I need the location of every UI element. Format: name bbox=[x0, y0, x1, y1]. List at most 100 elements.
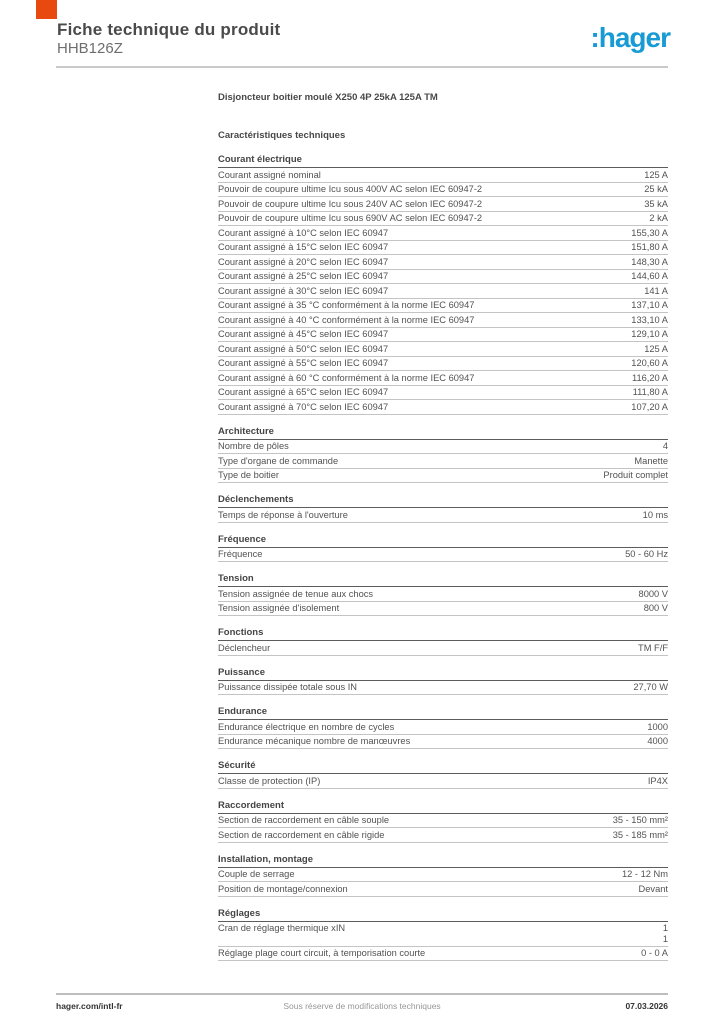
spec-value: 107,20 A bbox=[631, 401, 668, 412]
spec-section: Réglages Cran de réglage thermique xIN 1 … bbox=[218, 908, 668, 961]
spec-label: Courant assigné à 20°C selon IEC 60947 bbox=[218, 256, 389, 267]
spec-row: Pouvoir de coupure ultime Icu sous 400V … bbox=[218, 183, 668, 197]
spec-label: Endurance électrique en nombre de cycles bbox=[218, 721, 395, 732]
spec-label: Pouvoir de coupure ultime Icu sous 690V … bbox=[218, 213, 483, 223]
spec-label: Fréquence bbox=[218, 549, 263, 559]
spec-row: Type d'organe de commande Manette bbox=[218, 454, 668, 469]
spec-section: Architecture Nombre de pôles 4 Type d'orga… bbox=[218, 426, 668, 483]
datasheet-body: Disjoncteur boitier moulé X250 4P 25kA 1… bbox=[218, 92, 668, 961]
spec-row: Pouvoir de coupure ultime Icu sous 240V … bbox=[218, 197, 668, 212]
spec-label: Courant assigné à 60 °C conformément à l… bbox=[218, 372, 475, 383]
spec-label: Courant assigné nominal bbox=[218, 169, 321, 180]
spec-row: Classe de protection (IP) IP4X bbox=[218, 774, 668, 789]
section-title: Sécurité bbox=[218, 760, 668, 774]
section-title: Raccordement bbox=[218, 800, 668, 814]
spec-row: Courant assigné à 15°C selon IEC 60947 15… bbox=[218, 241, 668, 255]
section-title: Fonctions bbox=[218, 627, 668, 641]
spec-section: Courant électrique Courant assigné nomin… bbox=[218, 154, 668, 415]
spec-label: Courant assigné à 50°C selon IEC 60947 bbox=[218, 343, 389, 354]
spec-value: Devant bbox=[638, 883, 668, 894]
spec-row: Courant assigné à 25°C selon IEC 60947 14… bbox=[218, 270, 668, 284]
spec-value: 141 A bbox=[644, 285, 668, 296]
spec-row: Courant assigné à 65°C selon IEC 60947 11… bbox=[218, 386, 668, 400]
spec-row: Courant assigné à 30°C selon IEC 60947 14… bbox=[218, 284, 668, 299]
section-title: Réglages bbox=[218, 908, 668, 922]
spec-section: Tension Tension assignée de tenue aux ch… bbox=[218, 573, 668, 616]
spec-value: 4000 bbox=[647, 736, 668, 746]
spec-row: Puissance dissipée totale sous IN 27,70 W bbox=[218, 681, 668, 695]
spec-label: Courant assigné à 40 °C conformément à l… bbox=[218, 314, 475, 325]
spec-value: 35 - 150 mm² bbox=[612, 815, 668, 825]
spec-label: Tension assignée de tenue aux chocs bbox=[218, 588, 374, 599]
spec-value: 4 bbox=[662, 441, 668, 451]
spec-section: Fonctions Déclencheur TM F/F bbox=[218, 627, 668, 656]
spec-row: Endurance mécanique nombre de manœuvres 4… bbox=[218, 735, 668, 749]
section-rows: Couple de serrage 12 - 12 Nm Position de m… bbox=[218, 868, 668, 897]
spec-label: Réglage plage court circuit, à temporisa… bbox=[218, 948, 426, 958]
spec-label: Tension assignée d'isolement bbox=[218, 603, 340, 613]
section-title: Puissance bbox=[218, 667, 668, 681]
page-title: Fiche technique du produit bbox=[57, 20, 281, 39]
spec-label: Position de montage/connexion bbox=[218, 883, 348, 894]
spec-row: Fréquence 50 - 60 Hz bbox=[218, 548, 668, 562]
spec-row: Courant assigné à 35 °C conformément à l… bbox=[218, 299, 668, 313]
spec-sections: Courant électrique Courant assigné nomin… bbox=[218, 154, 668, 961]
section-rows: Déclencheur TM F/F bbox=[218, 641, 668, 656]
spec-row: Courant assigné à 20°C selon IEC 60947 14… bbox=[218, 255, 668, 270]
spec-value: 35 kA bbox=[644, 198, 668, 209]
spec-value: 137,10 A bbox=[631, 300, 668, 310]
spec-value: 125 A bbox=[644, 343, 668, 354]
spec-row: Nombre de pôles 4 bbox=[218, 440, 668, 454]
section-title: Architecture bbox=[218, 426, 668, 440]
spec-row: Cran de réglage thermique xIN 1 1 bbox=[218, 922, 668, 947]
spec-section: Fréquence Fréquence 50 - 60 Hz bbox=[218, 534, 668, 562]
spec-label: Type d'organe de commande bbox=[218, 455, 339, 466]
spec-row: Section de raccordement en câble souple 3… bbox=[218, 814, 668, 828]
spec-label: Courant assigné à 10°C selon IEC 60947 bbox=[218, 227, 389, 238]
characteristics-heading: Caractéristiques techniques bbox=[218, 130, 346, 141]
spec-value: Produit complet bbox=[603, 470, 668, 480]
spec-value: 133,10 A bbox=[631, 314, 668, 325]
product-reference: HHB126Z bbox=[57, 40, 123, 57]
spec-row: Temps de réponse à l'ouverture 10 ms bbox=[218, 508, 668, 523]
section-rows: Courant assigné nominal 125 A Pouvoir de c… bbox=[218, 168, 668, 415]
spec-value: TM F/F bbox=[638, 642, 668, 653]
spec-value: 50 - 60 Hz bbox=[625, 549, 668, 559]
spec-label: Pouvoir de coupure ultime Icu sous 240V … bbox=[218, 198, 483, 209]
spec-row: Position de montage/connexion Devant bbox=[218, 882, 668, 897]
section-rows: Puissance dissipée totale sous IN 27,70 W bbox=[218, 681, 668, 695]
spec-row: Courant assigné à 40 °C conformément à l… bbox=[218, 313, 668, 328]
section-rows: Temps de réponse à l'ouverture 10 ms bbox=[218, 508, 668, 523]
spec-label: Classe de protection (IP) bbox=[218, 775, 321, 786]
spec-row: Couple de serrage 12 - 12 Nm bbox=[218, 868, 668, 882]
section-rows: Cran de réglage thermique xIN 1 1 Réglage … bbox=[218, 922, 668, 961]
spec-label: Section de raccordement en câble souple bbox=[218, 815, 390, 825]
spec-row: Pouvoir de coupure ultime Icu sous 690V … bbox=[218, 212, 668, 226]
spec-value: 116,20 A bbox=[631, 372, 668, 383]
section-rows: Classe de protection (IP) IP4X bbox=[218, 774, 668, 789]
hager-logo: :hager bbox=[590, 22, 671, 53]
spec-label: Déclencheur bbox=[218, 642, 271, 653]
footer-website: hager.com/intl-fr bbox=[56, 1001, 123, 1011]
spec-value: 1 1 bbox=[662, 923, 668, 944]
spec-value: 0 - 0 A bbox=[641, 948, 668, 958]
spec-label: Pouvoir de coupure ultime Icu sous 400V … bbox=[218, 184, 483, 194]
spec-value: 2 kA bbox=[649, 213, 668, 223]
spec-row: Tension assignée d'isolement 800 V bbox=[218, 602, 668, 616]
product-description: Disjoncteur boitier moulé X250 4P 25kA 1… bbox=[218, 92, 438, 103]
header-divider bbox=[56, 66, 668, 68]
spec-value: 120,60 A bbox=[631, 358, 668, 368]
section-title: Installation, montage bbox=[218, 854, 668, 868]
spec-value: 144,60 A bbox=[631, 271, 668, 281]
spec-value: 155,30 A bbox=[631, 227, 668, 238]
spec-label: Courant assigné à 55°C selon IEC 60947 bbox=[218, 358, 389, 368]
spec-row: Déclencheur TM F/F bbox=[218, 641, 668, 656]
spec-value: 148,30 A bbox=[631, 256, 668, 267]
spec-label: Courant assigné à 65°C selon IEC 60947 bbox=[218, 387, 389, 397]
spec-value: 12 - 12 Nm bbox=[622, 869, 668, 879]
spec-label: Temps de réponse à l'ouverture bbox=[218, 509, 348, 520]
spec-value: 10 ms bbox=[642, 509, 668, 520]
spec-value: 129,10 A bbox=[631, 329, 668, 339]
section-title: Fréquence bbox=[218, 534, 668, 548]
section-rows: Section de raccordement en câble souple 3… bbox=[218, 814, 668, 843]
